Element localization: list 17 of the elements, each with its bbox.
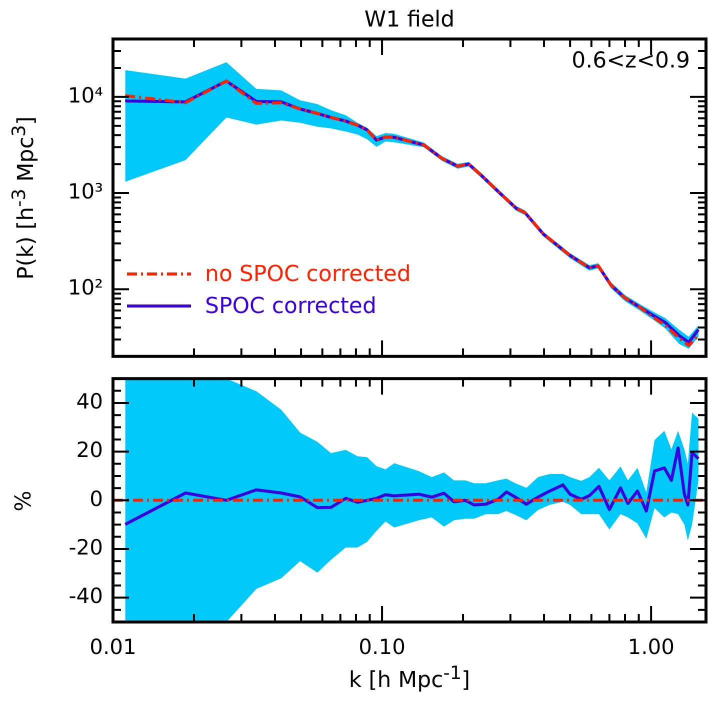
x-tick-label: 0.01 <box>90 635 136 660</box>
y-tick-label: 20 <box>76 438 103 462</box>
legend-label: no SPOC corrected <box>205 262 411 287</box>
x-tick-label: 0.10 <box>358 635 406 660</box>
y-tick-label: 10² <box>68 276 103 300</box>
chart-title: W1 field <box>364 7 455 32</box>
y-tick-label: 40 <box>76 390 103 414</box>
y-tick-label: 0 <box>90 487 103 512</box>
annotation: 0.6<z<0.9 <box>572 48 690 74</box>
legend-label: SPOC corrected <box>205 294 376 319</box>
x-axis-title: k [h Mpc$^{-1}$] <box>348 663 470 694</box>
y-tick-label: 10⁴ <box>68 83 103 108</box>
y-axis-title: % <box>12 490 36 512</box>
y-tick-label: 10³ <box>68 179 103 204</box>
y-tick-label: -20 <box>68 536 103 560</box>
y-tick-label: -40 <box>68 584 103 609</box>
x-tick-label: 1.00 <box>628 635 674 660</box>
